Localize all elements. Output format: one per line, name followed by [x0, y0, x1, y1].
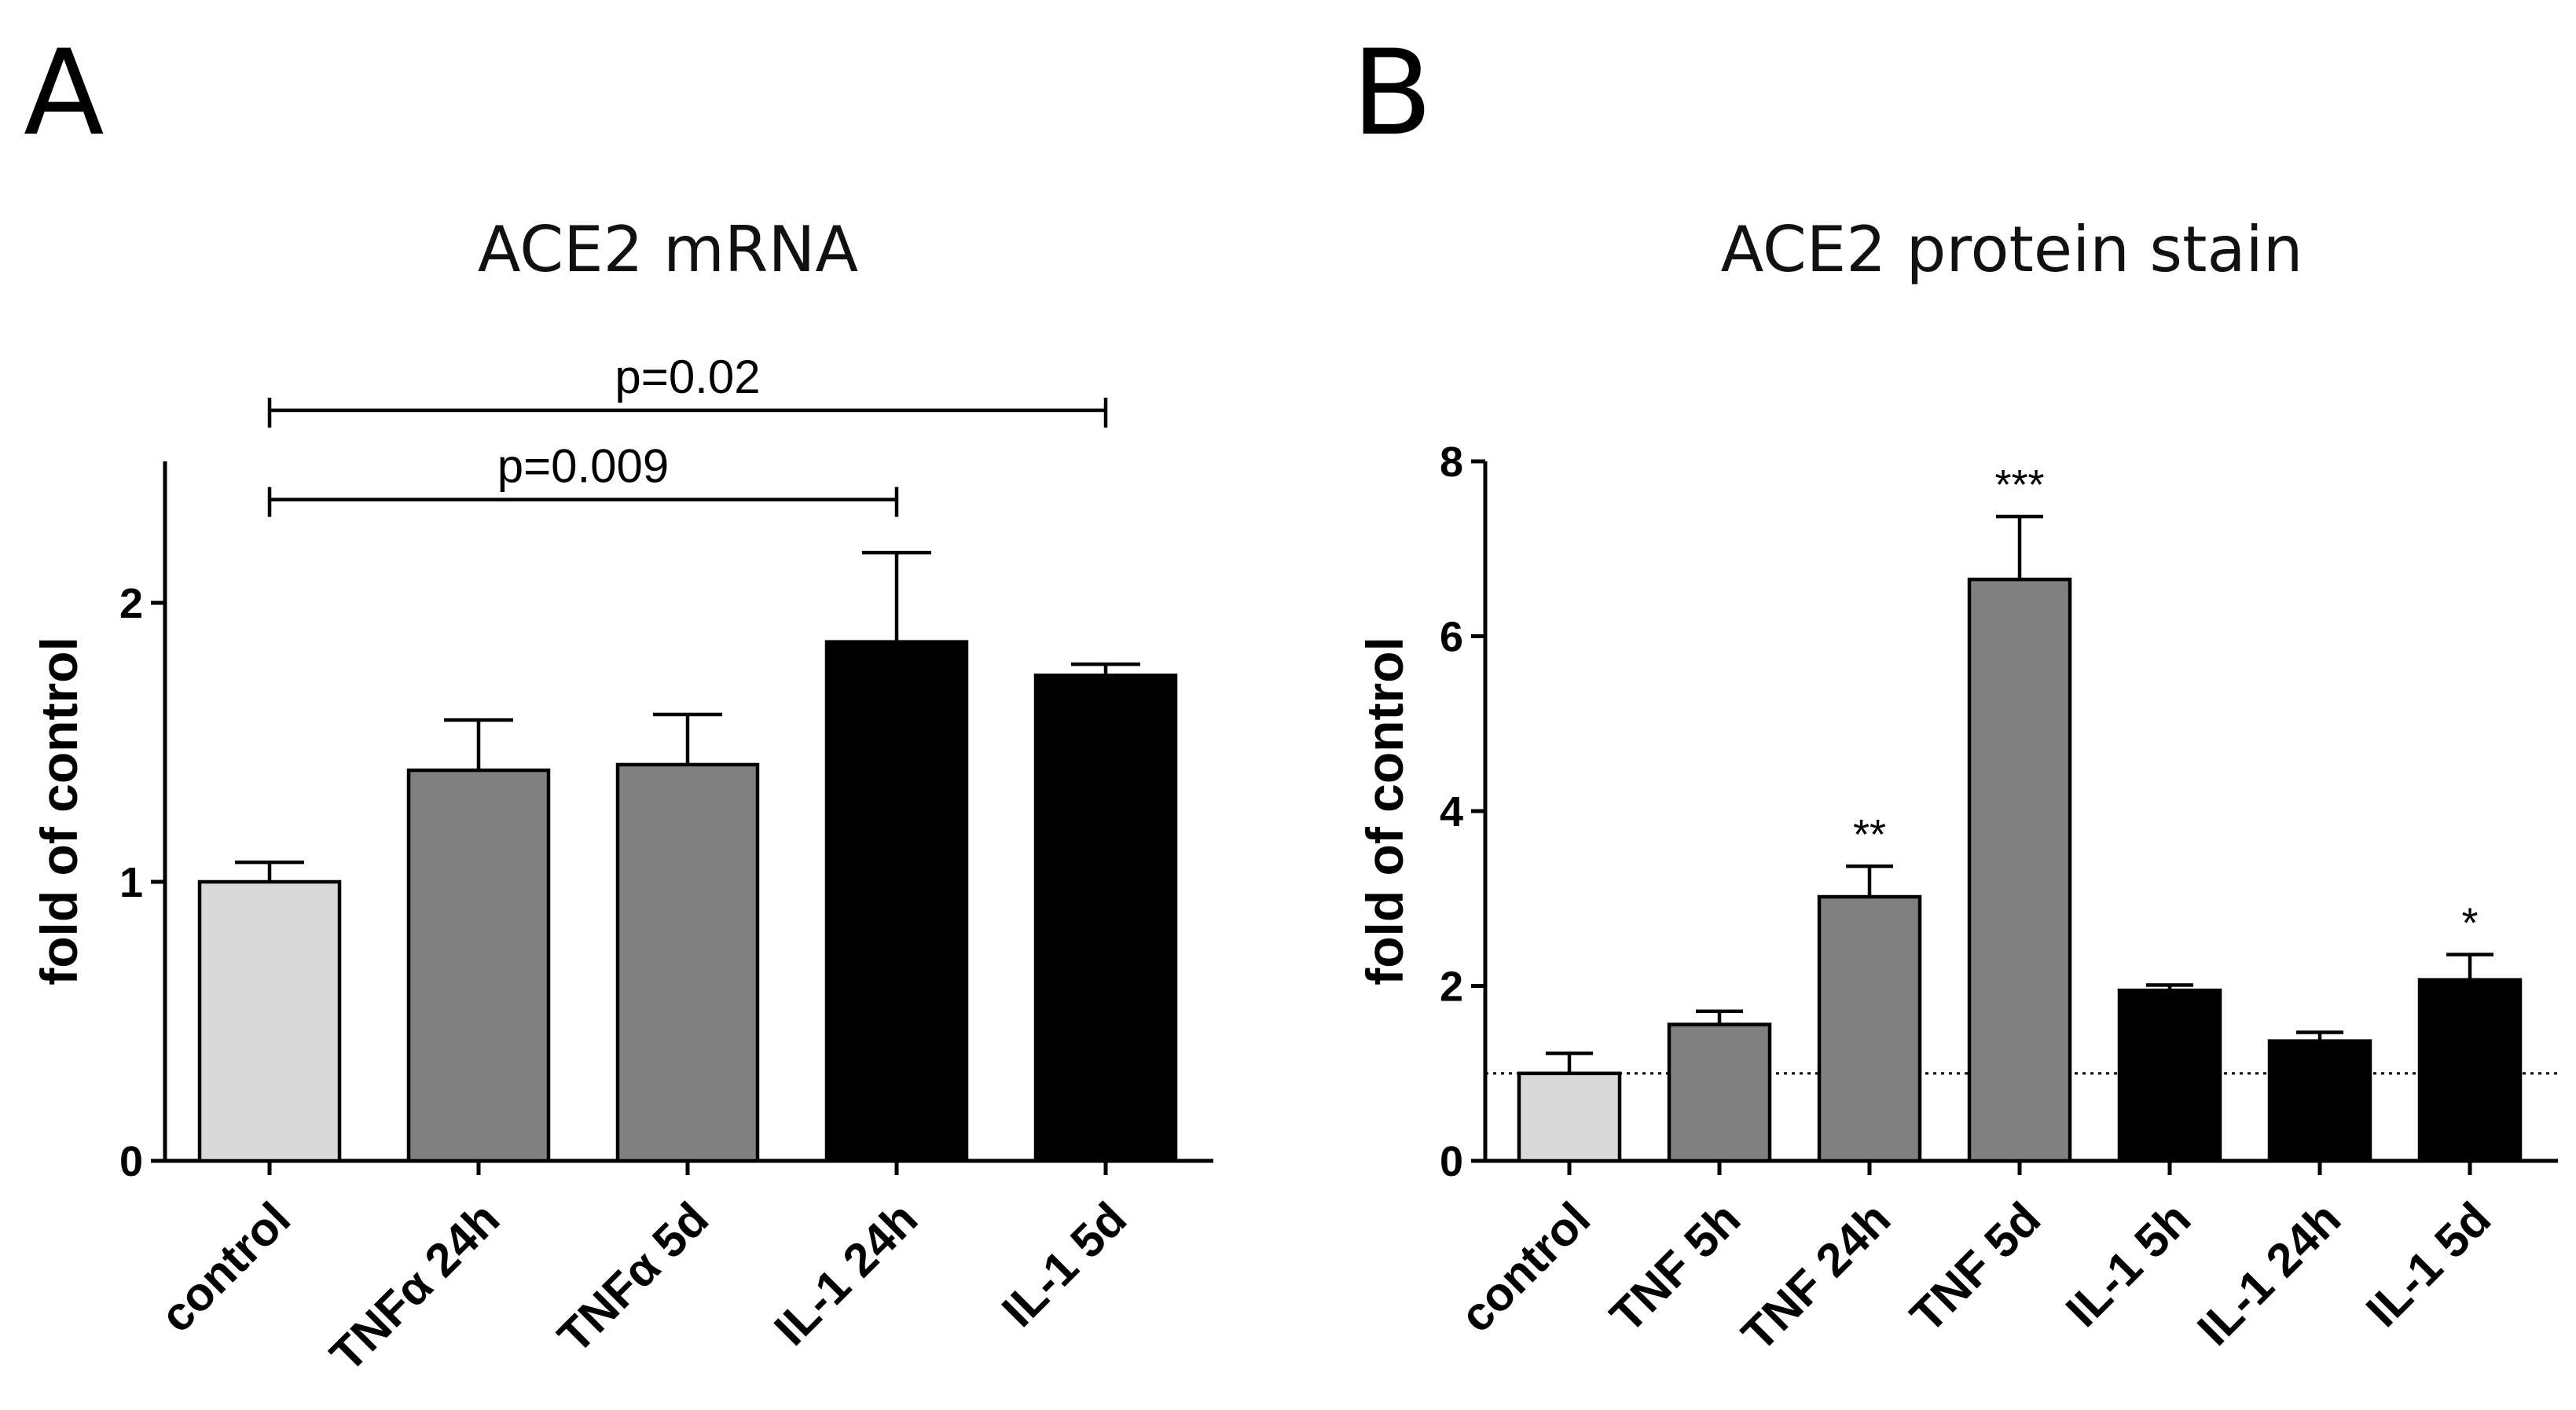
chart-b-y-tick-label: 4	[1440, 788, 1463, 835]
chart-a-category-label: IL-1 5d	[992, 1192, 1136, 1337]
chart-b-category-label: TNF 24h	[1731, 1192, 1900, 1361]
chart-a-y-tick-label: 2	[119, 580, 143, 627]
chart-b-bar	[1967, 577, 2072, 1163]
chart-b-bar	[2117, 988, 2222, 1163]
chart-a-title: ACE2 mRNA	[478, 213, 858, 286]
chart-a-y-tick-label: 0	[119, 1138, 143, 1185]
chart-a-bracket-label: p=0.02	[615, 351, 760, 403]
chart-b-category-label: control	[1450, 1192, 1600, 1342]
chart-b-significance-label: ***	[1994, 461, 2044, 509]
chart-b-y-axis-label: fold of control	[1356, 637, 1414, 986]
chart-a-bracket-label: p=0.009	[497, 440, 670, 493]
chart-a-bar	[824, 640, 969, 1163]
chart-b-y-tick-label: 0	[1440, 1138, 1463, 1185]
chart-a-bar	[406, 768, 551, 1163]
chart-b-y-tick-label: 2	[1440, 964, 1463, 1011]
chart-b-bar	[2267, 1039, 2372, 1163]
panel-label-a: A	[24, 25, 105, 162]
chart-b-category-label: IL-1 5d	[2356, 1192, 2501, 1337]
chart-b: ACE2 protein stain fold of control 0 2 4 6 8…	[1356, 213, 2558, 1361]
chart-b-bar	[1667, 1023, 1772, 1163]
chart-a-bar	[1033, 674, 1178, 1163]
chart-b-category-label: IL-1 5h	[2056, 1192, 2200, 1337]
chart-b-bar	[2417, 978, 2523, 1163]
chart-b-bar	[1817, 894, 1922, 1163]
chart-a-bar	[615, 762, 760, 1163]
chart-b-bar	[1517, 1071, 1622, 1163]
chart-a-category-label: TNFα 24h	[320, 1192, 509, 1382]
chart-a-bar	[197, 879, 342, 1163]
chart-b-significance-label: **	[1853, 811, 1886, 858]
chart-b-category-label: IL-1 24h	[2187, 1192, 2350, 1356]
panel-label-b: B	[1352, 25, 1433, 162]
chart-a-category-label: control	[150, 1192, 300, 1342]
chart-a-y-tick-label: 1	[119, 859, 143, 906]
chart-b-category-label: TNF 5d	[1900, 1192, 2050, 1342]
chart-a-category-label: TNFα 5d	[548, 1192, 718, 1363]
chart-b-y-tick-label: 8	[1440, 439, 1463, 486]
chart-b-category-label: TNF 5h	[1600, 1192, 1750, 1342]
chart-a-category-label: IL-1 24h	[764, 1192, 927, 1356]
chart-b-significance-label: *	[2461, 899, 2478, 946]
chart-a-y-axis-label: fold of control	[30, 637, 88, 986]
chart-b-title: ACE2 protein stain	[1721, 213, 2303, 286]
chart-b-y-tick-label: 6	[1440, 614, 1463, 661]
